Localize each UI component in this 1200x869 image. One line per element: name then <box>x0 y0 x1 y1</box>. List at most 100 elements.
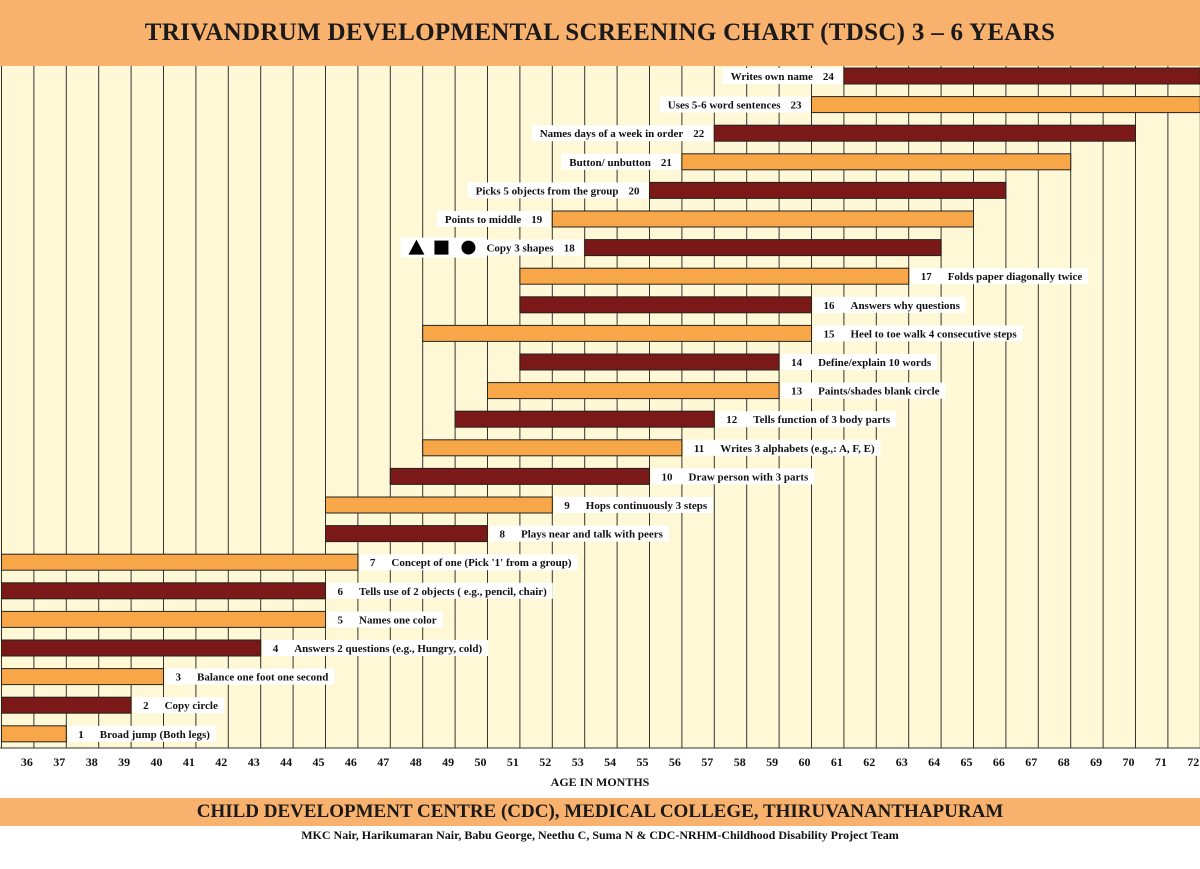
milestone-number: 3 <box>176 672 182 684</box>
milestone-bar <box>551 210 974 228</box>
institution-name: CHILD DEVELOPMENT CENTRE (CDC), MEDICAL … <box>196 801 1004 822</box>
label-box <box>359 554 578 571</box>
x-tick-label: 61 <box>831 755 843 769</box>
label-box <box>813 325 1023 342</box>
label-box <box>531 125 713 142</box>
milestone-11: 11 Writes 3 alphabets (e.g.,: A, F, E) <box>422 439 881 457</box>
x-tick-label: 49 <box>442 755 454 769</box>
label-box <box>262 640 489 656</box>
milestone-22: 22 Names days of a week in order <box>531 124 1136 142</box>
milestone-label: Define/explain 10 words <box>818 357 932 369</box>
milestone-17: 17 Folds paper diagonally twice <box>519 267 1089 285</box>
x-tick-label: 37 <box>53 755 65 769</box>
milestone-13: 13 Paints/shades blank circle <box>487 382 946 400</box>
x-tick-label: 59 <box>766 755 778 769</box>
milestone-label: Balance one foot one second <box>197 672 328 684</box>
x-tick-label: 62 <box>863 755 875 769</box>
milestone-number: 5 <box>338 614 344 626</box>
x-tick-label: 39 <box>118 755 130 769</box>
milestone-bar <box>1 610 326 628</box>
milestone-number: 6 <box>338 586 344 598</box>
x-tick-label: 41 <box>183 755 195 769</box>
milestone-number: 17 <box>921 271 933 283</box>
milestone-23: 23 Uses 5-6 word sentences <box>659 96 1200 114</box>
milestone-label: Heel to toe walk 4 consecutive steps <box>851 328 1018 340</box>
label-box <box>722 68 842 84</box>
x-tick-label: 54 <box>604 755 616 769</box>
x-tick-label: 58 <box>734 755 746 769</box>
shapes-icons <box>400 237 487 258</box>
x-tick-label: 55 <box>637 755 649 769</box>
milestone-9: 9 Hops continuously 3 steps <box>325 496 714 514</box>
label-box <box>910 268 1089 285</box>
footer-band: CHILD DEVELOPMENT CENTRE (CDC), MEDICAL … <box>0 798 1200 826</box>
label-box <box>561 153 680 170</box>
milestone-bar <box>649 181 1007 199</box>
milestone-4: 4 Answers 2 questions (e.g., Hungry, cold… <box>1 639 489 657</box>
label-box <box>659 96 810 113</box>
label-box <box>436 211 551 227</box>
milestone-number: 12 <box>726 414 738 426</box>
milestone-label: Copy 3 shapes <box>486 243 554 255</box>
milestone-bar <box>325 525 488 543</box>
milestone-label: Writes own name <box>731 71 813 83</box>
milestone-bar <box>811 96 1200 114</box>
milestone-number: 22 <box>693 128 705 140</box>
x-tick-label: 40 <box>151 755 163 769</box>
milestone-16: 16 Answers why questions <box>519 296 966 314</box>
triangle-icon <box>408 239 425 255</box>
milestone-label: Button/ unbutton <box>569 157 651 169</box>
x-axis-label: AGE IN MONTHS <box>550 775 650 789</box>
milestone-number: 13 <box>791 386 803 398</box>
milestone-15: 15 Heel to toe walk 4 consecutive steps <box>422 324 1023 342</box>
milestone-2: 2 Copy circle <box>1 696 224 714</box>
milestone-bar <box>843 67 1200 85</box>
milestone-bar <box>487 382 780 400</box>
x-tick-label: 69 <box>1090 755 1102 769</box>
x-axis-ticks: 36 37 38 39 40 41 42 43 44 45 46 47 48 49 50 51 52 53 54 55… <box>21 755 1199 769</box>
x-tick-label: 51 <box>507 755 519 769</box>
milestone-label: Picks 5 objects from the group <box>476 185 619 197</box>
milestone-label: Writes 3 alphabets (e.g.,: A, F, E) <box>720 443 875 455</box>
milestone-number: 18 <box>564 243 576 255</box>
milestone-8: 8 Plays near and talk with peers <box>325 525 669 543</box>
label-box <box>327 582 553 599</box>
milestone-bar <box>584 239 942 257</box>
milestone-bar <box>422 324 812 342</box>
milestone-label: Plays near and talk with peers <box>521 529 664 541</box>
milestone-number: 9 <box>564 500 570 512</box>
milestone-label: Broad jump (Both legs) <box>100 729 210 741</box>
milestone-number: 11 <box>694 443 704 455</box>
milestone-label: Concept of one (Pick '1' from a group) <box>391 557 571 569</box>
x-tick-label: 70 <box>1123 755 1135 769</box>
label-box <box>813 296 966 313</box>
x-tick-label: 46 <box>345 755 357 769</box>
x-tick-label: 71 <box>1155 755 1167 769</box>
x-tick-label: 43 <box>248 755 260 769</box>
x-tick-label: 57 <box>701 755 713 769</box>
x-tick-label: 68 <box>1058 755 1070 769</box>
milestone-label: Points to middle <box>445 214 522 226</box>
milestone-14: 14 Define/explain 10 words <box>519 353 938 371</box>
milestone-label: Tells function of 3 body parts <box>753 414 891 426</box>
milestone-number: 16 <box>824 300 836 312</box>
milestone-bar <box>713 124 1136 142</box>
x-tick-label: 52 <box>539 755 551 769</box>
milestone-number: 7 <box>370 557 376 569</box>
milestone-21: 21 Button/ unbutton <box>561 153 1072 171</box>
x-tick-label: 42 <box>215 755 227 769</box>
square-icon <box>434 240 449 255</box>
x-tick-label: 45 <box>313 755 325 769</box>
milestone-number: 19 <box>531 214 543 226</box>
milestone-19: 19 Points to middle <box>436 210 974 228</box>
label-box <box>478 239 583 256</box>
milestone-label: Answers 2 questions (e.g., Hungry, cold) <box>294 643 482 655</box>
milestone-bar <box>454 410 715 428</box>
chart-header-band: TRIVANDRUM DEVELOPMENTAL SCREENING CHART… <box>0 0 1200 66</box>
milestone-bar <box>1 639 262 657</box>
credits-line: MKC Nair, Harikumaran Nair, Babu George,… <box>301 828 899 842</box>
milestone-bar <box>389 467 650 485</box>
milestone-20: 20 Picks 5 objects from the group <box>467 181 1007 199</box>
label-box <box>716 411 897 428</box>
x-tick-label: 56 <box>669 755 681 769</box>
